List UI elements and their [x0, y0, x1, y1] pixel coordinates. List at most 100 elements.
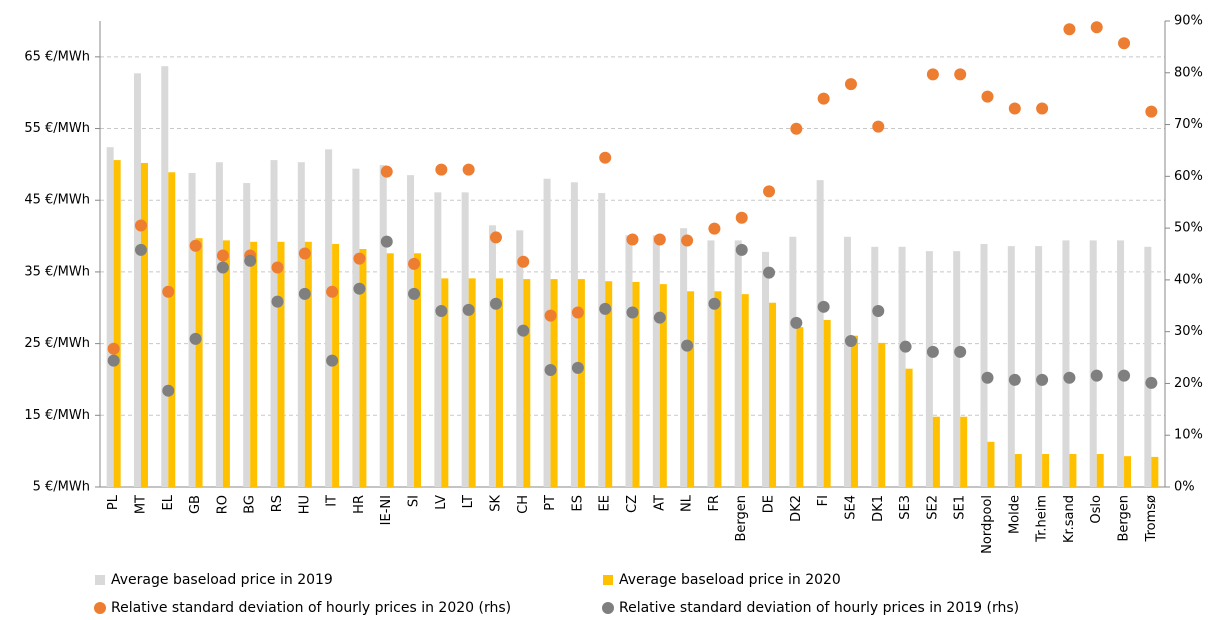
bar [1089, 240, 1097, 487]
dot [107, 342, 120, 355]
y2-tick-label: 10% [1174, 428, 1203, 443]
bar [516, 230, 524, 487]
bar [741, 294, 749, 487]
bar [1117, 240, 1125, 487]
bar [823, 319, 831, 487]
y-tick-label: 45 €/MWh [24, 193, 90, 208]
dot [926, 345, 939, 358]
y2-tick-label: 20% [1174, 376, 1203, 391]
dot [544, 309, 557, 322]
x-tick-label: MT [133, 495, 148, 514]
bar [632, 281, 640, 487]
dot [872, 120, 885, 133]
bar [270, 160, 278, 488]
bar [543, 178, 551, 487]
y2-tick-label: 70% [1174, 117, 1203, 132]
bar [953, 251, 961, 487]
dot [489, 231, 502, 244]
bar [222, 240, 230, 487]
dot [435, 163, 448, 176]
dot [189, 239, 202, 252]
x-tick-label: Kr.sand [1062, 495, 1077, 543]
y2-tick-label: 90% [1174, 14, 1203, 29]
dot [626, 306, 639, 319]
bar [625, 235, 633, 487]
bar [878, 342, 886, 487]
x-tick-label: SE2 [925, 495, 940, 520]
bar [714, 291, 722, 487]
bar [1096, 454, 1104, 487]
bar [796, 327, 804, 487]
bar [325, 149, 333, 487]
bar [659, 284, 667, 487]
dot [653, 233, 666, 246]
bar [379, 165, 387, 487]
y2-tick-label: 0% [1174, 480, 1195, 495]
bar [789, 236, 797, 487]
dot [216, 249, 229, 262]
x-tick-label: Bergen [734, 495, 749, 542]
dot [353, 282, 366, 295]
dot [1008, 373, 1021, 386]
x-tick-label: CZ [625, 495, 640, 513]
bar [850, 335, 858, 487]
legend-swatch [602, 602, 614, 614]
x-tick-label: GB [188, 495, 203, 514]
bar [461, 192, 469, 488]
bar [215, 162, 223, 488]
dot [653, 311, 666, 324]
x-tick-label: Bergen [1117, 495, 1132, 542]
x-tick-label: FI [816, 495, 831, 506]
dot [763, 266, 776, 279]
y-tick-label: 35 €/MWh [24, 264, 90, 279]
bar [1069, 454, 1077, 487]
dot [844, 334, 857, 347]
dot [244, 254, 257, 267]
x-tick-label: SI [407, 495, 422, 507]
x-tick-label: CH [516, 495, 531, 514]
dot [981, 371, 994, 384]
dot [1063, 371, 1076, 384]
dot [790, 122, 803, 135]
legend-label: Average baseload price in 2019 [111, 572, 333, 588]
x-tick-label: SE3 [898, 495, 913, 520]
dot [599, 302, 612, 315]
legend-swatch [603, 575, 613, 585]
dot [1036, 102, 1049, 115]
bar [598, 193, 606, 488]
x-tick-label: IE-NI [379, 495, 394, 525]
bar [898, 246, 906, 487]
legend-swatch [94, 602, 106, 614]
bar [243, 183, 251, 488]
dot [1118, 37, 1131, 50]
bar [304, 241, 312, 487]
bar [488, 225, 496, 488]
x-tick-label: ES [570, 495, 585, 511]
bar [570, 182, 578, 488]
bar [1007, 246, 1015, 487]
dot [189, 332, 202, 345]
x-tick-label: LT [461, 495, 476, 508]
bar [297, 162, 305, 488]
x-tick-label: RO [215, 495, 230, 514]
dot [844, 78, 857, 91]
bar [605, 281, 613, 487]
bar [680, 228, 688, 487]
dot [271, 261, 284, 274]
y2-tick-label: 60% [1174, 169, 1203, 184]
dot [708, 297, 721, 310]
dot [817, 300, 830, 313]
dot [954, 68, 967, 81]
legend-label: Relative standard deviation of hourly pr… [111, 600, 511, 616]
x-tick-label: HR [352, 495, 367, 514]
bar [468, 278, 476, 487]
x-tick-label: Molde [1007, 495, 1022, 534]
bar [1035, 246, 1043, 487]
bar [277, 241, 285, 487]
dot [162, 384, 175, 397]
dot [298, 247, 311, 260]
dot [162, 285, 175, 298]
x-tick-label: Tr.heim [1035, 495, 1050, 543]
dot [872, 304, 885, 317]
